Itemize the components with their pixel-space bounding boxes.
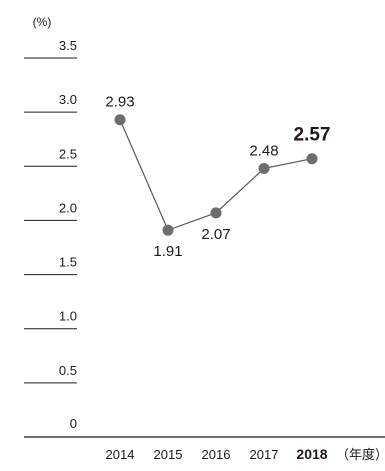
x-axis-labels: 2014 2015 2016 2017 2018 <box>106 446 328 462</box>
y-tick-label: 1.0 <box>59 309 77 324</box>
data-label: 2.93 <box>105 94 134 111</box>
y-tick-label: 1.5 <box>59 255 77 270</box>
x-tick-label: 2016 <box>202 447 231 462</box>
x-unit-label: （年度） <box>336 447 385 462</box>
y-unit-label: (%) <box>33 15 52 29</box>
series-line-group: 2.93 1.91 2.07 2.48 2.57 <box>105 94 330 260</box>
y-axis: 0 0.5 1.0 1.5 2.0 2.5 3.0 3.5 <box>24 38 77 431</box>
data-label: 2.57 <box>294 125 331 146</box>
data-point <box>114 114 126 126</box>
y-tick-label: 0.5 <box>59 363 77 378</box>
data-point <box>306 153 318 165</box>
data-label: 2.48 <box>249 142 278 159</box>
data-label: 2.07 <box>201 226 230 243</box>
x-tick-label: 2017 <box>250 447 279 462</box>
y-tick-label: 0 <box>70 416 77 431</box>
x-tick-label: 2015 <box>154 447 183 462</box>
x-tick-label: 2018 <box>296 446 327 462</box>
x-tick-label: 2014 <box>106 447 135 462</box>
data-point <box>258 162 270 174</box>
data-label: 1.91 <box>153 243 182 260</box>
data-point <box>162 224 174 236</box>
y-tick-label: 3.0 <box>59 92 77 107</box>
y-tick-label: 3.5 <box>59 38 77 53</box>
data-point <box>210 207 222 219</box>
y-tick-label: 2.0 <box>59 200 77 215</box>
y-tick-label: 2.5 <box>59 146 77 161</box>
